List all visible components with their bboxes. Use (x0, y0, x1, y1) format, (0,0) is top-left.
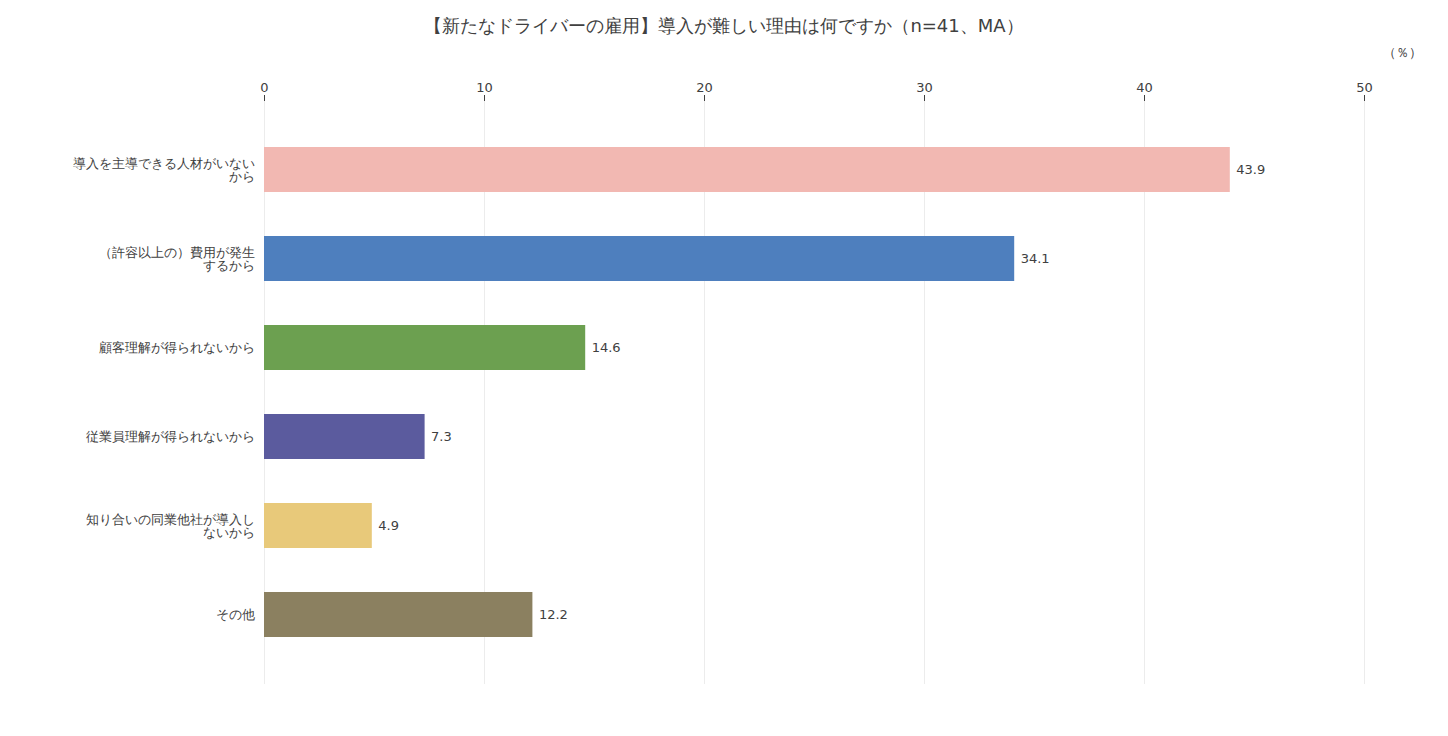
svg-text:4.9: 4.9 (378, 518, 399, 533)
svg-text:（許容以上の）費用が発生するから: （許容以上の）費用が発生するから (99, 245, 255, 273)
svg-text:50: 50 (1356, 80, 1373, 95)
html-text:【新たなドライバーの雇用】導入が難しい理由は何ですか（n=4: 【新たなドライバーの雇用】導入が難しい理由は何ですか（n=41、MA） (424, 15, 1024, 36)
svg-text:顧客理解が得られないから: 顧客理解が得られないから (99, 340, 255, 355)
svg-text:知り合いの同業他社が導入しないから: 知り合いの同業他社が導入しないから (86, 512, 255, 540)
svg-text:12.2: 12.2 (539, 607, 568, 622)
svg-text:34.1: 34.1 (1021, 251, 1050, 266)
svg-text:40: 40 (1136, 80, 1153, 95)
svg-text:導入を主導できる人材がいないから: 導入を主導できる人材がいないから (73, 156, 255, 184)
svg-text:その他: その他 (216, 607, 255, 622)
svg-text:14.6: 14.6 (592, 340, 621, 355)
svg-text:10: 10 (476, 80, 493, 95)
svg-text:20: 20 (696, 80, 713, 95)
svg-text:0: 0 (260, 80, 268, 95)
svg-text:従業員理解が得られないから: 従業員理解が得られないから (86, 429, 255, 444)
svg-text:（％）: （％） (1383, 45, 1422, 60)
svg-text:7.3: 7.3 (431, 429, 452, 444)
svg-text:30: 30 (916, 80, 933, 95)
svg-text:43.9: 43.9 (1236, 162, 1265, 177)
